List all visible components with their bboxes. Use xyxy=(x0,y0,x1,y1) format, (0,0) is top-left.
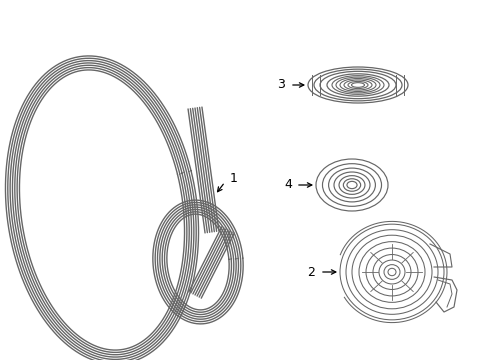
Text: 2: 2 xyxy=(307,266,315,279)
Text: 4: 4 xyxy=(284,179,292,192)
Text: 1: 1 xyxy=(230,171,238,184)
Text: 3: 3 xyxy=(277,78,285,91)
